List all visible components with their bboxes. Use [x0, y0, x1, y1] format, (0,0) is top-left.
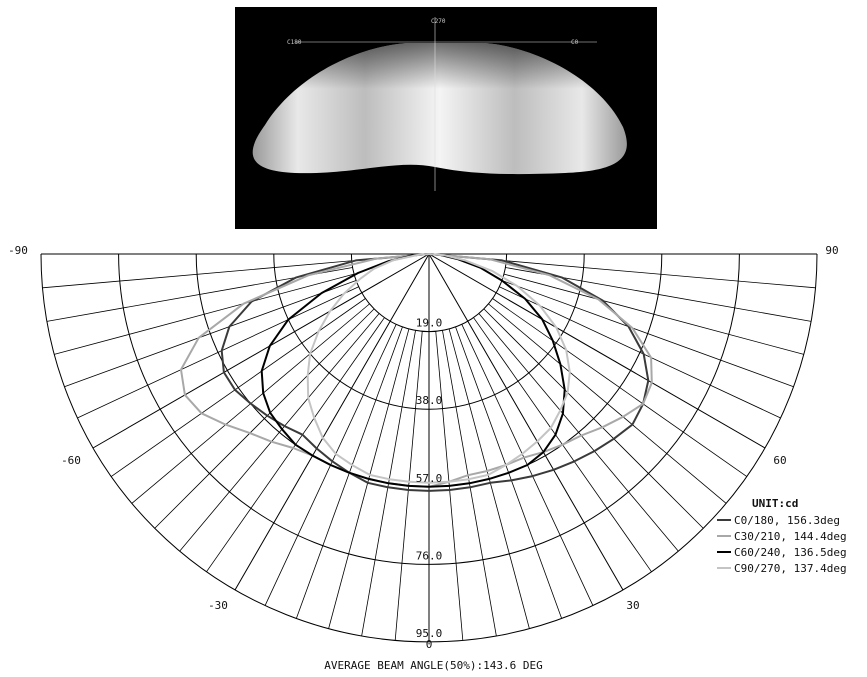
legend-swatch-c60 [717, 551, 731, 553]
polar-curves [180, 253, 653, 492]
series-curve-2 [260, 253, 566, 488]
angle-label: -30 [208, 599, 228, 612]
series-curve-3 [306, 253, 571, 484]
render-label-left: C180 [287, 39, 302, 46]
grid-spoke [483, 308, 704, 529]
angle-label: 90 [825, 244, 838, 257]
legend-item-c60: C60/240, 136.5deg [717, 544, 847, 560]
radial-tick-label: 76.0 [416, 549, 443, 562]
grid-spoke [64, 280, 357, 388]
legend-swatch-c30 [717, 535, 731, 537]
grid-spoke [110, 298, 366, 477]
legend-swatch-c90 [717, 567, 731, 569]
angle-label: -60 [61, 454, 81, 467]
grid-spoke [234, 253, 430, 591]
grid-spoke [499, 286, 781, 419]
grid-spoke [42, 260, 352, 289]
polar-grid [40, 253, 818, 643]
grid-spoke [506, 260, 816, 289]
angle-label: -90 [8, 244, 28, 257]
legend-item-c30: C30/210, 144.4deg [717, 528, 847, 544]
legend-label-c0: C0/180, 156.3deg [734, 513, 840, 527]
grid-spoke [503, 273, 804, 355]
grid-spoke [92, 253, 430, 449]
radial-tick-label: 95.0 [416, 627, 443, 640]
grid-spoke [77, 286, 359, 419]
radial-tick-label: 19.0 [416, 317, 443, 330]
legend-item-c0: C0/180, 156.3deg [717, 512, 847, 528]
grid-spoke [492, 298, 748, 477]
radial-tick-label: 57.0 [416, 472, 443, 485]
grid-spoke [154, 308, 375, 529]
grid-spoke [488, 303, 727, 504]
grid-spoke [478, 313, 679, 552]
average-beam-angle: AVERAGE BEAM ANGLE(50%):143.6 DEG [324, 659, 543, 672]
grid-spoke [428, 253, 766, 449]
luminaire-3d-render: C270 C180 C0 [235, 7, 657, 229]
legend-item-c90: C90/270, 137.4deg [717, 560, 847, 576]
grid-spoke [179, 313, 380, 552]
radial-tick-label: 38.0 [416, 394, 443, 407]
polar-labels: 19.0 38.0 57.0 76.0 95.00 -90 -60 -30 90 60 30 [8, 244, 839, 651]
series-curve-0 [220, 253, 650, 492]
angle-label: 60 [773, 454, 786, 467]
legend-label-c90: C90/270, 137.4deg [734, 561, 847, 575]
legend-unit: UNIT:cd [752, 497, 799, 510]
legend-swatch-c0 [717, 519, 731, 521]
grid-spoke [501, 280, 794, 388]
grid-spoke [428, 253, 624, 591]
legend-label-c30: C30/210, 144.4deg [734, 529, 847, 543]
grid-spoke [54, 273, 355, 355]
legend: UNIT:cd C0/180, 156.3deg C30/210, 144.4d… [717, 497, 847, 576]
render-label-right: C0 [571, 39, 579, 46]
render-label-top: C270 [431, 18, 446, 25]
legend-label-c60: C60/240, 136.5deg [734, 545, 847, 559]
angle-label: 30 [626, 599, 639, 612]
radial-zero-label: 0 [426, 638, 433, 651]
